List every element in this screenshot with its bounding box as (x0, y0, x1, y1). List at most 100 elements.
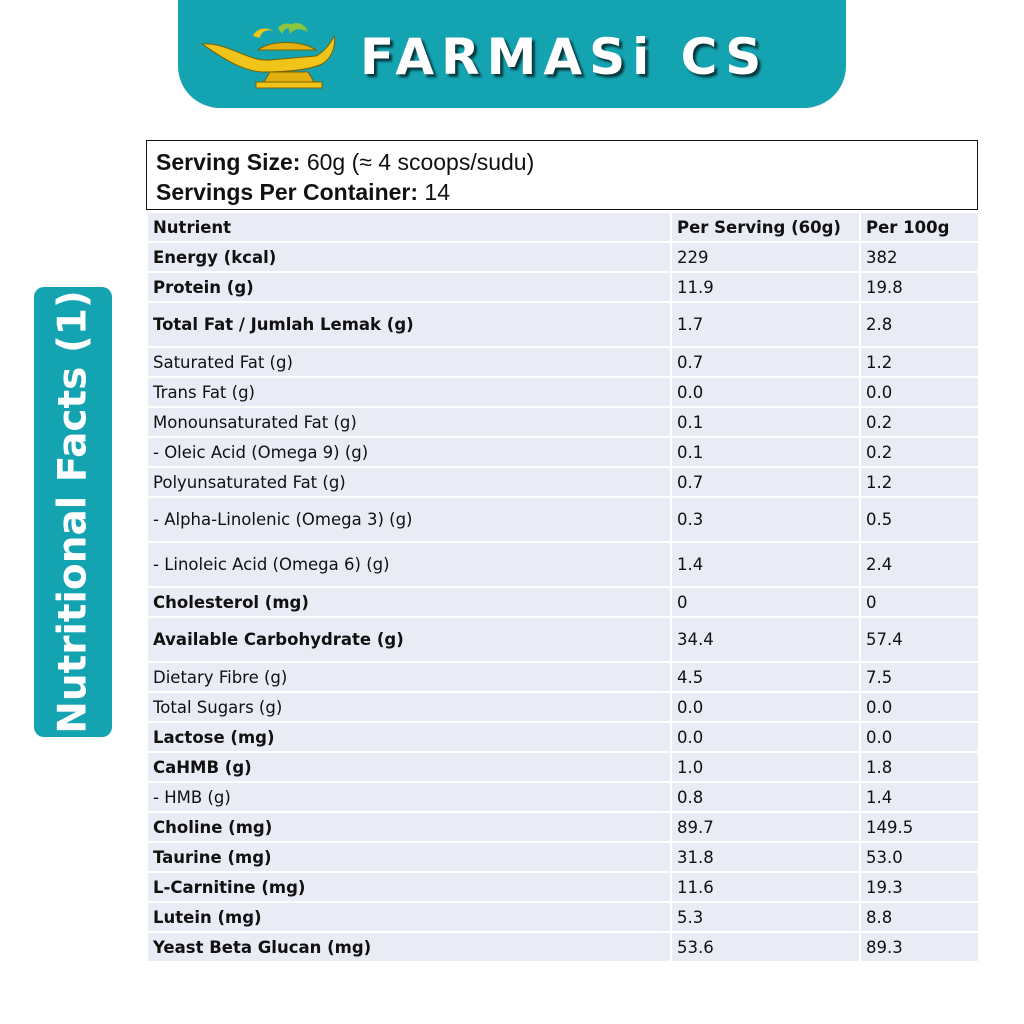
nutrient-cell: Protein (g) (146, 271, 672, 303)
table-row: Energy (kcal) 229 382 (146, 241, 980, 273)
header-nutrient: Nutrient (146, 211, 672, 243)
table-row: L-Carnitine (mg) 11.6 19.3 (146, 871, 980, 903)
per-100g-cell: 0.0 (859, 691, 980, 723)
per-serving-cell: 0.3 (670, 496, 861, 543)
per-100g-cell: 0.0 (859, 376, 980, 408)
table-row: Dietary Fibre (g) 4.5 7.5 (146, 661, 980, 693)
table-row: CaHMB (g) 1.0 1.8 (146, 751, 980, 783)
per-serving-cell: 0.0 (670, 721, 861, 753)
table-header-row: Nutrient Per Serving (60g) Per 100g (146, 211, 980, 243)
per-serving-cell: 0.0 (670, 691, 861, 723)
nutrition-table: Nutrient Per Serving (60g) Per 100g Ener… (146, 211, 980, 963)
per-serving-cell: 1.0 (670, 751, 861, 783)
nutrient-cell: - HMB (g) (146, 781, 672, 813)
table-row: Total Fat / Jumlah Lemak (g) 1.7 2.8 (146, 301, 980, 348)
per-serving-cell: 0.1 (670, 406, 861, 438)
per-100g-cell: 0.2 (859, 406, 980, 438)
genie-lamp-icon (200, 23, 335, 89)
serving-size-label: Serving Size: (156, 149, 301, 175)
per-serving-cell: 4.5 (670, 661, 861, 693)
table-row: - Oleic Acid (Omega 9) (g) 0.1 0.2 (146, 436, 980, 468)
nutrient-cell: Lutein (mg) (146, 901, 672, 933)
per-100g-cell: 1.4 (859, 781, 980, 813)
per-100g-cell: 89.3 (859, 931, 980, 963)
per-100g-cell: 7.5 (859, 661, 980, 693)
per-serving-cell: 229 (670, 241, 861, 273)
nutrient-cell: L-Carnitine (mg) (146, 871, 672, 903)
table-row: Total Sugars (g) 0.0 0.0 (146, 691, 980, 723)
nutrient-cell: Taurine (mg) (146, 841, 672, 873)
nutrient-cell: Energy (kcal) (146, 241, 672, 273)
table-row: - HMB (g) 0.8 1.4 (146, 781, 980, 813)
per-serving-cell: 0.8 (670, 781, 861, 813)
servings-per-container-line: Servings Per Container: 14 (156, 177, 977, 207)
per-serving-cell: 0.0 (670, 376, 861, 408)
nutrient-cell: Trans Fat (g) (146, 376, 672, 408)
table-row: Lutein (mg) 5.3 8.8 (146, 901, 980, 933)
table-row: - Linoleic Acid (Omega 6) (g) 1.4 2.4 (146, 541, 980, 588)
per-100g-cell: 19.3 (859, 871, 980, 903)
brand-banner (178, 0, 846, 108)
per-serving-cell: 0 (670, 586, 861, 618)
nutrient-cell: CaHMB (g) (146, 751, 672, 783)
servings-per-container-label: Servings Per Container: (156, 179, 419, 205)
header-per-100g: Per 100g (859, 211, 980, 243)
per-serving-cell: 0.7 (670, 466, 861, 498)
nutrient-cell: Lactose (mg) (146, 721, 672, 753)
per-100g-cell: 382 (859, 241, 980, 273)
nutrient-cell: Dietary Fibre (g) (146, 661, 672, 693)
serving-info-box: Serving Size: 60g (≈ 4 scoops/sudu) Serv… (146, 140, 978, 210)
nutrient-cell: Total Sugars (g) (146, 691, 672, 723)
brand-name: FARMASi CS (360, 28, 769, 86)
per-serving-cell: 34.4 (670, 616, 861, 663)
side-title-tab: Nutritional Facts (1) (34, 287, 112, 737)
table-row: Choline (mg) 89.7 149.5 (146, 811, 980, 843)
nutrient-cell: Yeast Beta Glucan (mg) (146, 931, 672, 963)
per-100g-cell: 2.8 (859, 301, 980, 348)
per-100g-cell: 0.2 (859, 436, 980, 468)
nutrient-cell: - Alpha-Linolenic (Omega 3) (g) (146, 496, 672, 543)
table-row: Trans Fat (g) 0.0 0.0 (146, 376, 980, 408)
nutrient-cell: Polyunsaturated Fat (g) (146, 466, 672, 498)
per-serving-cell: 0.1 (670, 436, 861, 468)
nutrient-cell: Available Carbohydrate (g) (146, 616, 672, 663)
servings-per-container-value: 14 (424, 179, 451, 205)
per-serving-cell: 53.6 (670, 931, 861, 963)
per-serving-cell: 11.6 (670, 871, 861, 903)
table-row: Lactose (mg) 0.0 0.0 (146, 721, 980, 753)
per-serving-cell: 31.8 (670, 841, 861, 873)
per-100g-cell: 19.8 (859, 271, 980, 303)
per-serving-cell: 89.7 (670, 811, 861, 843)
nutrient-cell: - Linoleic Acid (Omega 6) (g) (146, 541, 672, 588)
per-100g-cell: 149.5 (859, 811, 980, 843)
per-100g-cell: 1.8 (859, 751, 980, 783)
nutrient-cell: Choline (mg) (146, 811, 672, 843)
per-100g-cell: 1.2 (859, 466, 980, 498)
table-row: Monounsaturated Fat (g) 0.1 0.2 (146, 406, 980, 438)
per-serving-cell: 0.7 (670, 346, 861, 378)
table-row: Polyunsaturated Fat (g) 0.7 1.2 (146, 466, 980, 498)
nutrient-cell: Monounsaturated Fat (g) (146, 406, 672, 438)
serving-size-value: 60g (≈ 4 scoops/sudu) (306, 149, 535, 175)
side-title: Nutritional Facts (1) (50, 290, 96, 734)
nutrient-cell: Total Fat / Jumlah Lemak (g) (146, 301, 672, 348)
table-row: Taurine (mg) 31.8 53.0 (146, 841, 980, 873)
per-serving-cell: 5.3 (670, 901, 861, 933)
nutrient-cell: - Oleic Acid (Omega 9) (g) (146, 436, 672, 468)
nutrient-cell: Saturated Fat (g) (146, 346, 672, 378)
per-100g-cell: 2.4 (859, 541, 980, 588)
per-serving-cell: 1.4 (670, 541, 861, 588)
table-row: Saturated Fat (g) 0.7 1.2 (146, 346, 980, 378)
header-per-serving: Per Serving (60g) (670, 211, 861, 243)
per-100g-cell: 0.5 (859, 496, 980, 543)
per-serving-cell: 1.7 (670, 301, 861, 348)
table-row: - Alpha-Linolenic (Omega 3) (g) 0.3 0.5 (146, 496, 980, 543)
table-row: Protein (g) 11.9 19.8 (146, 271, 980, 303)
per-100g-cell: 0 (859, 586, 980, 618)
serving-size-line: Serving Size: 60g (≈ 4 scoops/sudu) (156, 147, 977, 177)
per-100g-cell: 8.8 (859, 901, 980, 933)
per-100g-cell: 57.4 (859, 616, 980, 663)
per-serving-cell: 11.9 (670, 271, 861, 303)
table-row: Cholesterol (mg) 0 0 (146, 586, 980, 618)
table-row: Available Carbohydrate (g) 34.4 57.4 (146, 616, 980, 663)
